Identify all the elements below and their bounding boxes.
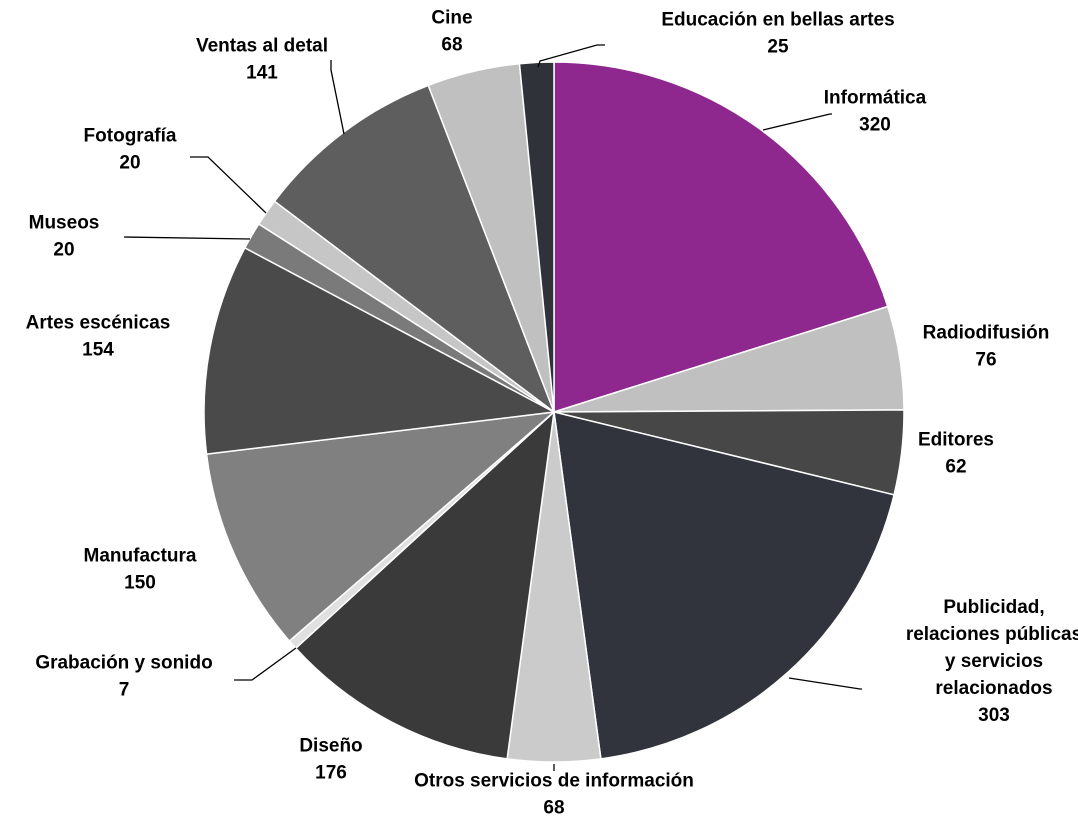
slice-label-line: y servicios — [945, 651, 1043, 672]
slice-value: 62 — [945, 457, 966, 478]
slice-label-line: Fotografía — [84, 126, 177, 147]
leader-line-educacion-en-bellas-artes — [537, 44, 605, 68]
slice-label-radiodifusion: Radiodifusión 76 — [923, 323, 1050, 371]
slice-value: 68 — [441, 35, 462, 56]
slice-label-line: relaciones públicas — [906, 624, 1078, 645]
slice-value: 303 — [978, 705, 1010, 726]
slice-label-line: Otros servicios de información — [414, 771, 694, 792]
leader-line-grabacion-y-sonido — [234, 647, 297, 681]
slice-value: 141 — [246, 63, 278, 84]
slice-label-line: Publicidad, — [943, 597, 1044, 618]
slice-label-line: Diseño — [299, 736, 362, 757]
slice-label-editores: Editores 62 — [918, 430, 994, 478]
slice-value: 320 — [859, 115, 891, 136]
leader-line-publicidad-relaciones-publicas-y-servicios-relacionados — [788, 677, 862, 690]
slice-value: 20 — [53, 240, 74, 261]
leader-line-informatica — [762, 113, 832, 131]
leader-line-ventas-al-detal — [330, 60, 345, 135]
slice-value: 76 — [975, 350, 996, 371]
slice-value: 150 — [124, 573, 156, 594]
leader-line-fotografia — [190, 156, 267, 214]
slice-label-diseno: Diseño 176 — [299, 736, 362, 784]
leader-lines — [123, 44, 862, 771]
slice-label-line: relacionados — [935, 678, 1052, 699]
slice-label-ventas-al-detal: Ventas al detal 141 — [196, 36, 328, 84]
pie-slice-informatica — [553, 61, 889, 413]
pie-slice-artes-escenicas — [203, 247, 555, 455]
slice-label-grabacion-y-sonido: Grabación y sonido 7 — [35, 653, 212, 701]
slice-label-cine: Cine 68 — [431, 8, 472, 56]
slice-label-line: Informática — [824, 88, 927, 109]
slice-label-line: Educación en bellas artes — [661, 10, 894, 31]
pie-slice-manufactura — [205, 411, 555, 642]
slice-label-educacion-en-bellas-artes: Educación en bellas artes 25 — [661, 10, 894, 58]
slice-labels: Informática 320 Radiodifusión 76 Editores 62 P… — [26, 8, 1078, 819]
pie-slice-publicidad-relaciones-publicas-y-servicios-relacionados — [553, 411, 895, 760]
slice-label-line: Museos — [29, 213, 100, 234]
slice-label-line: Artes escénicas — [26, 313, 171, 334]
slice-label-line: Manufactura — [84, 546, 197, 567]
pie-slice-diseno — [295, 411, 555, 760]
slice-label-museos: Museos 20 — [29, 213, 100, 261]
slice-label-line: Editores — [918, 430, 994, 451]
slice-value: 154 — [82, 340, 114, 361]
pie-slices — [203, 61, 905, 763]
slice-label-publicidad-relaciones-publicas-y-servicios-relacionados: Publicidad, relaciones públicas y servicio… — [906, 597, 1078, 726]
slice-value: 25 — [767, 37, 789, 58]
slice-label-line: Grabación y sonido — [35, 653, 212, 674]
leader-line-museos — [123, 236, 251, 240]
slice-label-line: Cine — [431, 8, 472, 29]
pie-slice-educacion-en-bellas-artes — [518, 61, 555, 413]
slice-label-otros-servicios-de-informacion: Otros servicios de información 68 — [414, 771, 694, 819]
slice-label-informatica: Informática 320 — [824, 88, 927, 136]
slice-label-line: Ventas al detal — [196, 36, 328, 57]
slice-value: 20 — [119, 153, 140, 174]
slice-label-manufactura: Manufactura 150 — [84, 546, 197, 594]
slice-label-line: Radiodifusión — [923, 323, 1050, 344]
slice-label-artes-escenicas: Artes escénicas 154 — [26, 313, 171, 361]
slice-value: 176 — [315, 763, 347, 784]
slice-label-fotografia: Fotografía 20 — [84, 126, 177, 174]
slice-value: 7 — [119, 680, 130, 701]
slice-value: 68 — [543, 798, 564, 819]
